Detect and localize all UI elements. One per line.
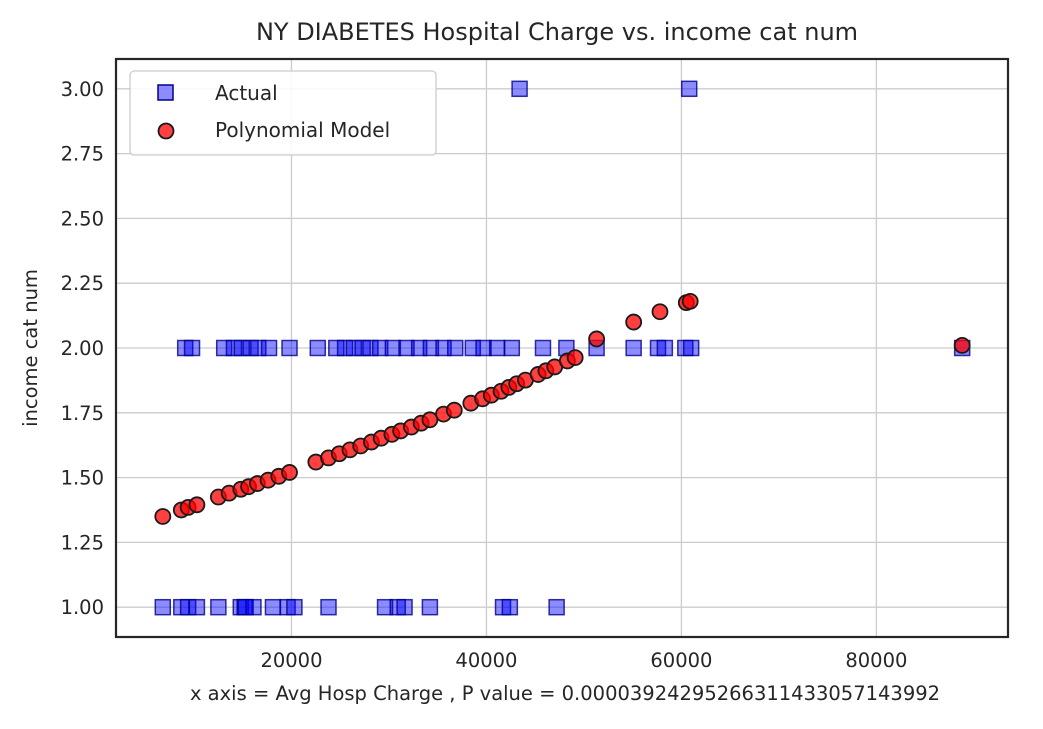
x-tick-labels: 20000 40000 60000 80000 (260, 649, 907, 672)
model-point (588, 330, 606, 348)
grid (116, 59, 1008, 637)
model-point (681, 292, 699, 310)
model-point (281, 464, 298, 481)
actual-series (154, 80, 971, 616)
model-point (625, 313, 643, 331)
actual-point (309, 339, 327, 357)
actual-point (398, 339, 415, 357)
x-tick-label: 80000 (845, 649, 907, 672)
y-tick-label: 1.75 (61, 402, 104, 425)
model-point (566, 349, 584, 366)
y-axis-label: income cat num (19, 269, 42, 427)
actual-point (503, 339, 521, 357)
legend-model-marker (157, 122, 175, 140)
y-tick-label: 1.25 (61, 531, 104, 554)
y-tick-label: 1.00 (61, 596, 104, 619)
actual-point (384, 339, 402, 357)
actual-point (534, 339, 552, 357)
y-tick-label: 2.50 (61, 207, 104, 230)
legend-model-label: Polynomial Model (215, 118, 390, 142)
plot-frame (114, 57, 1010, 639)
actual-point (396, 598, 413, 616)
actual-point (154, 598, 172, 616)
chart-title: NY DIABETES Hospital Charge vs. income c… (256, 18, 858, 46)
y-tick-label: 1.50 (61, 467, 104, 490)
actual-point (488, 339, 506, 357)
actual-point (362, 339, 379, 357)
model-point (188, 496, 206, 514)
actual-point (422, 339, 440, 357)
y-tick-label: 2.75 (61, 143, 104, 166)
x-tick-label: 20000 (260, 649, 322, 672)
legend-actual-label: Actual (215, 81, 278, 105)
x-tick-label: 60000 (650, 649, 712, 672)
actual-point (233, 339, 251, 357)
actual-point (281, 339, 298, 357)
actual-point (345, 339, 363, 357)
y-tick-label: 2.00 (61, 337, 104, 360)
y-tick-labels: 1.00 1.25 1.50 1.75 2.00 2.25 2.50 2.75 3.00 (61, 78, 104, 619)
actual-point (371, 339, 389, 357)
x-tick-label: 40000 (455, 649, 517, 672)
y-tick-label: 3.00 (61, 78, 104, 101)
x-axis-label: x axis = Avg Hosp Charge , P value = 0.0… (190, 682, 940, 705)
actual-point (320, 598, 337, 616)
actual-point (264, 598, 282, 616)
actual-point (260, 339, 278, 357)
actual-point (245, 598, 262, 616)
model-point (421, 411, 439, 429)
actual-point (376, 598, 394, 616)
actual-point (215, 339, 233, 357)
actual-point (336, 339, 354, 357)
model-point (154, 508, 172, 525)
actual-point (680, 80, 698, 98)
actual-point (511, 80, 528, 98)
actual-point (682, 339, 700, 357)
actual-point (188, 598, 206, 616)
actual-point (447, 339, 464, 357)
actual-point (421, 598, 439, 616)
actual-point (179, 598, 197, 616)
actual-point (183, 339, 201, 357)
legend: Actual Polynomial Model (129, 70, 437, 156)
model-point (445, 401, 463, 419)
legend-box (129, 70, 437, 156)
actual-point (286, 598, 303, 616)
actual-point (656, 339, 674, 357)
actual-point (328, 339, 345, 357)
legend-actual-marker (157, 84, 174, 101)
actual-point (548, 598, 565, 616)
model-point (953, 337, 971, 354)
actual-point (475, 339, 492, 357)
polynomial-model-series (154, 292, 971, 525)
actual-point (625, 339, 642, 357)
model-point (651, 303, 669, 321)
y-tick-label: 2.25 (61, 272, 104, 295)
actual-point (210, 598, 227, 616)
actual-point (501, 598, 519, 616)
